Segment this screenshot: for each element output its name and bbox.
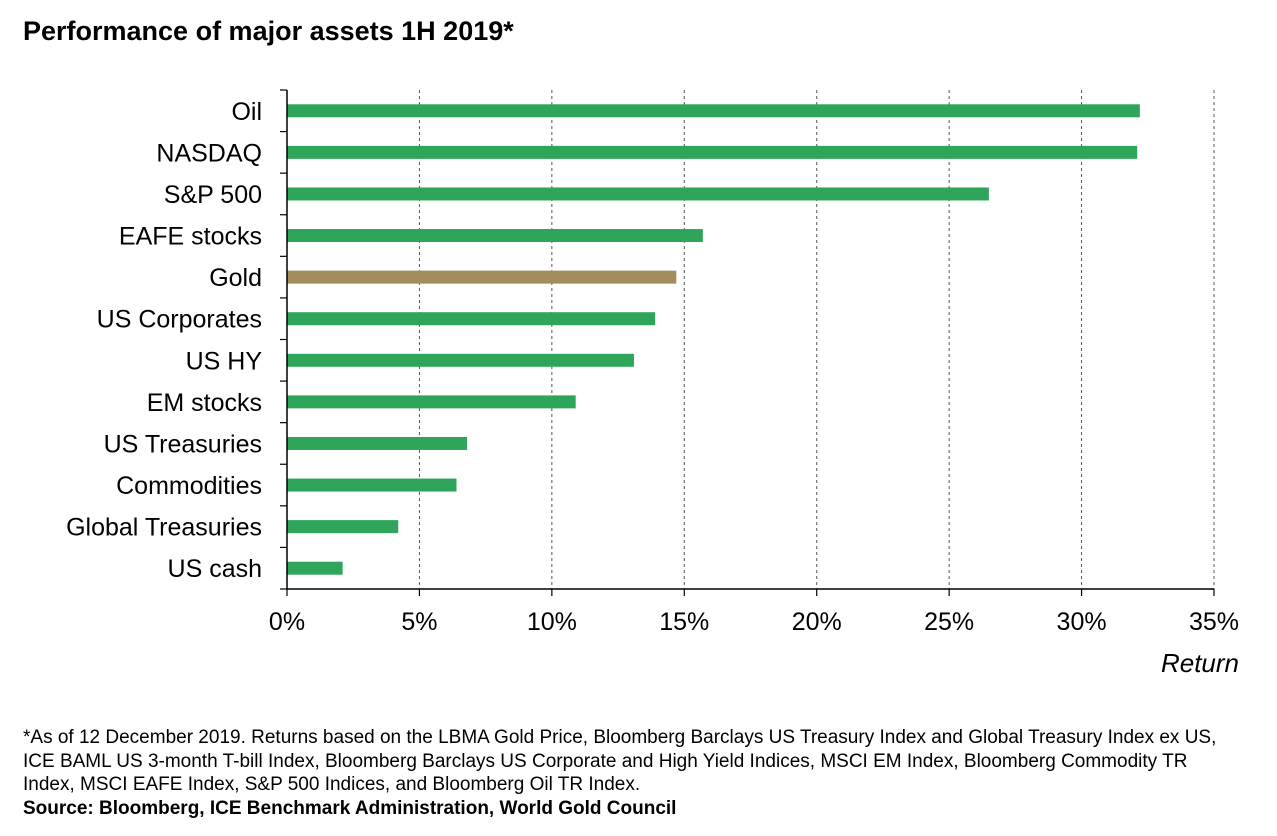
bar-eafe-stocks — [287, 229, 703, 243]
category-label: US HY — [186, 347, 263, 375]
x-tick-label: 10% — [527, 608, 577, 636]
bar-nasdaq — [287, 145, 1138, 159]
category-label: EM stocks — [147, 389, 262, 417]
category-label: US cash — [168, 555, 262, 583]
bar-us-hy — [287, 353, 634, 367]
bar-gold — [287, 270, 677, 284]
category-label: US Treasuries — [104, 430, 262, 458]
bar-commodities — [287, 478, 457, 492]
x-tick-label: 15% — [659, 608, 709, 636]
bar-chart: Oil NASDAQ S&P 500 EAFE stocks Gold US Corpor… — [66, 89, 1239, 678]
x-tick-label: 30% — [1057, 608, 1107, 636]
x-tick-label: 0% — [269, 608, 305, 636]
x-tick-label: 5% — [401, 608, 437, 636]
x-tick-label: 20% — [792, 608, 842, 636]
bar-us-cash — [287, 561, 343, 575]
category-label: S&P 500 — [164, 181, 262, 209]
bar-em-stocks — [287, 395, 576, 409]
footnote-text: *As of 12 December 2019. Returns based o… — [23, 727, 1217, 795]
category-label: NASDAQ — [156, 139, 262, 167]
bar-global-treasuries — [287, 520, 399, 534]
category-label: EAFE stocks — [119, 223, 262, 251]
source-note: Source: Bloomberg, ICE Benchmark Adminis… — [23, 797, 677, 819]
category-label: Global Treasuries — [66, 514, 262, 542]
category-label: Commodities — [116, 472, 262, 500]
footnote: *As of 12 December 2019. Returns based o… — [23, 726, 1243, 820]
bar-us-treasuries — [287, 436, 468, 450]
x-tick-label: 35% — [1189, 608, 1239, 636]
x-tick-label: 25% — [924, 608, 974, 636]
bar-oil — [287, 104, 1140, 118]
bar-s-p-500 — [287, 187, 989, 201]
category-label: Gold — [209, 264, 262, 292]
category-label: US Corporates — [97, 306, 262, 334]
chart-title: Performance of major assets 1H 2019* — [23, 16, 514, 46]
bar-us-corporates — [287, 312, 656, 326]
x-axis-label: Return — [1161, 648, 1239, 678]
category-label: Oil — [231, 98, 262, 126]
